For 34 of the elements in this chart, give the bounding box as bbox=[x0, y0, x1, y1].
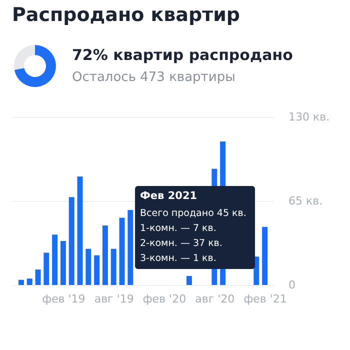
bar bbox=[26, 278, 32, 285]
bar bbox=[110, 248, 116, 285]
x-tick-label: фев '19 bbox=[42, 292, 86, 306]
bar bbox=[68, 197, 74, 285]
bar bbox=[262, 226, 268, 285]
bar bbox=[18, 280, 24, 285]
bar bbox=[86, 248, 92, 285]
bar bbox=[102, 226, 108, 285]
text: 72% квартир распродано bbox=[72, 46, 293, 64]
annotation: 3-комн. — 1 кв. bbox=[140, 253, 216, 264]
annotation: 2-комн. — 37 кв. bbox=[140, 238, 222, 249]
donut-slice bbox=[14, 45, 56, 87]
y-tick-label: 65 кв. bbox=[288, 194, 323, 208]
annotation: Всего продано 45 кв. bbox=[140, 208, 246, 219]
bar bbox=[77, 176, 83, 285]
x-tick-label: фев '21 bbox=[244, 292, 287, 306]
text: Распродано квартир bbox=[12, 4, 240, 26]
bar bbox=[119, 218, 125, 285]
x-tick-label: авг '20 bbox=[195, 292, 235, 306]
annotation: Фев 2021 bbox=[140, 190, 198, 202]
x-tick-label: фев '20 bbox=[142, 292, 186, 306]
y-tick-label: 0 bbox=[288, 278, 296, 292]
bar bbox=[60, 241, 66, 285]
bar bbox=[44, 252, 50, 285]
annotation: 1-комн. — 7 кв. bbox=[140, 223, 216, 234]
x-tick-label: авг '19 bbox=[94, 292, 134, 306]
y-tick-label: 130 кв. bbox=[288, 110, 330, 124]
bar bbox=[52, 234, 58, 285]
text: Осталось 473 квартиры bbox=[72, 70, 236, 85]
bar bbox=[35, 269, 41, 285]
bar bbox=[186, 276, 192, 285]
bar bbox=[94, 255, 100, 285]
bar bbox=[128, 210, 134, 285]
donut-slice bbox=[14, 45, 35, 70]
